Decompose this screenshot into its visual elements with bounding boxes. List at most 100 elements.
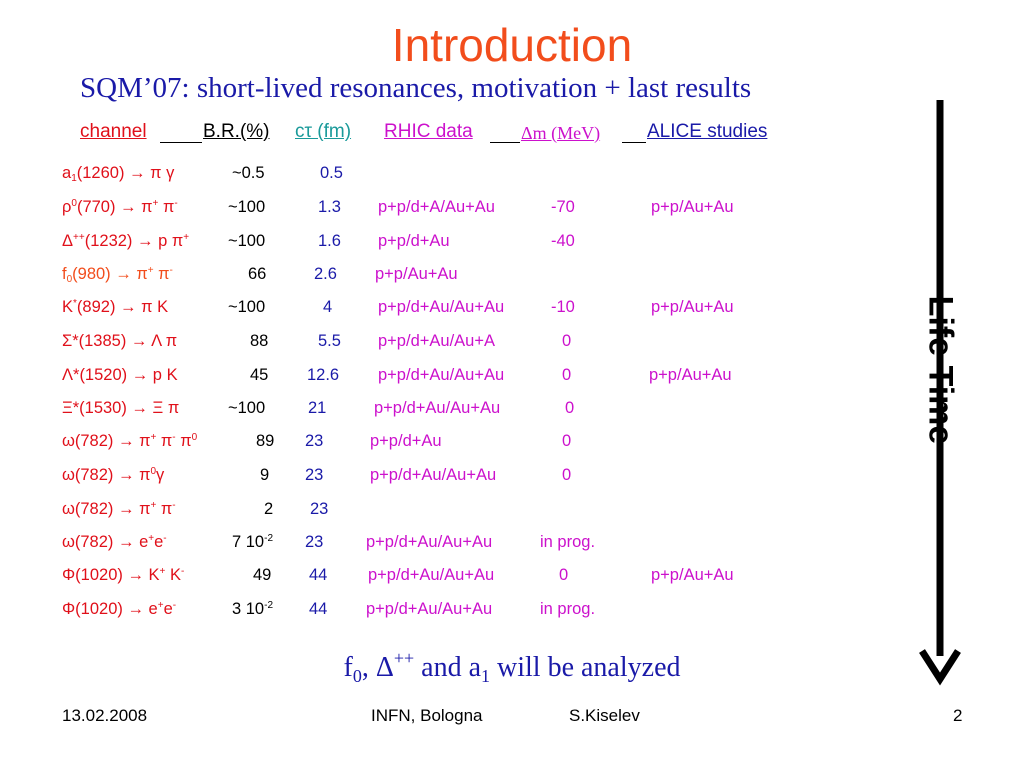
dm-cell: 0 (562, 466, 572, 484)
ctau-cell: 4 (323, 298, 333, 316)
br-cell: 49 (253, 566, 272, 584)
channel-cell: ω(782) → π0γ (62, 466, 165, 484)
channel-cell: ω(782) → π+ π- (62, 500, 176, 518)
alice-cell: p+p/Au+Au (649, 366, 732, 384)
footer-venue: INFN, Bologna (371, 706, 483, 725)
channel-cell: Δ++(1232) → p π+ (62, 232, 190, 250)
rhic-cell: p+p/d+A/Au+Au (378, 198, 495, 216)
conclusion-subscript: 0 (352, 666, 362, 686)
channel-cell: Φ(1020) → e+e- (62, 600, 177, 618)
rhic-cell: p+p/d+Au/Au+A (378, 332, 495, 350)
ctau-cell: 23 (305, 533, 324, 551)
rhic-cell: p+p/d+Au/Au+Au (368, 566, 495, 584)
br-mantissa: 7 10 (232, 533, 265, 551)
ctau-cell: 44 (309, 566, 328, 584)
br-exponent: -2 (264, 600, 274, 611)
alice-cell: p+p/Au+Au (651, 198, 734, 216)
dm-cell: 0 (562, 366, 572, 384)
table-row: ω(782) → π+ π- 2 23 (0, 500, 900, 524)
rhic-cell: p+p/Au+Au (375, 265, 458, 283)
channel-cell: ρ0(770) → π+ π- (62, 198, 178, 216)
conclusion-part: and a (414, 652, 482, 683)
br-cell: ~100 (228, 232, 266, 250)
br-cell: ~100 (228, 298, 266, 316)
conclusion-text: f0, Δ++ and a1 will be analyzed (0, 649, 1024, 686)
ctau-cell: 2.6 (314, 265, 337, 283)
br-cell: 9 (260, 466, 270, 484)
br-exponent: -2 (264, 533, 274, 544)
channel-cell: Σ*(1385) → Λ π (62, 332, 178, 350)
channel-cell: Ξ*(1530) → Ξ π (62, 399, 180, 417)
slide-subtitle: SQM’07: short-lived resonances, motivati… (80, 72, 752, 104)
dm-cell: -10 (551, 298, 575, 316)
rhic-cell: p+p/d+Au (370, 432, 442, 450)
channel-cell: Λ*(1520) → p K (62, 366, 178, 384)
table-row: Λ*(1520) → p K 45 12.6 p+p/d+Au/Au+Au 0 … (0, 366, 900, 390)
table-row: f0(980) → π+ π- 66 2.6 p+p/Au+Au (0, 265, 900, 289)
ctau-cell: 21 (308, 399, 327, 417)
ctau-cell: 12.6 (307, 366, 340, 384)
br-cell: 89 (256, 432, 275, 450)
alice-cell: p+p/Au+Au (651, 566, 734, 584)
br-mantissa: 3 10 (232, 600, 265, 618)
channel-cell: a1(1260) → π γ (62, 164, 175, 184)
table-row: ρ0(770) → π+ π- ~100 1.3 p+p/d+A/Au+Au -… (0, 198, 900, 222)
channel-cell: K*(892) → π K (62, 298, 169, 316)
conclusion-part: will be analyzed (490, 652, 681, 683)
header-gap (160, 121, 202, 143)
rhic-cell: p+p/d+Au/Au+Au (370, 466, 497, 484)
header-gap (490, 121, 520, 143)
header-channel: channel (80, 121, 147, 142)
header-br: B.R.(%) (203, 121, 270, 142)
footer-page-number: 2 (953, 706, 963, 725)
header-alice: ALICE studies (647, 121, 768, 142)
header-gap (622, 121, 646, 143)
ctau-cell: 44 (309, 600, 328, 618)
dm-cell: 0 (562, 332, 572, 350)
lifetime-arrow-icon (919, 100, 961, 686)
table-row: Σ*(1385) → Λ π 88 5.5 p+p/d+Au/Au+A 0 (0, 332, 900, 356)
dm-cell: in prog. (540, 533, 596, 551)
br-cell: 7 10-2 (232, 533, 273, 552)
rhic-cell: p+p/d+Au/Au+Au (378, 366, 505, 384)
br-cell: 66 (248, 265, 267, 283)
dm-cell: -40 (551, 232, 575, 250)
ctau-cell: 23 (305, 466, 324, 484)
table-row: Φ(1020) → e+e- 3 10-2 44 p+p/d+Au/Au+Au … (0, 600, 900, 624)
rhic-cell: p+p/d+Au/Au+Au (366, 600, 493, 618)
dm-cell: -70 (551, 198, 575, 216)
table-row: Ξ*(1530) → Ξ π ~100 21 p+p/d+Au/Au+Au 0 (0, 399, 900, 423)
dm-cell: in prog. (540, 600, 596, 618)
dm-cell: 0 (559, 566, 569, 584)
ctau-cell: 23 (305, 432, 324, 450)
br-cell: ~100 (228, 399, 266, 417)
ctau-cell: 1.6 (318, 232, 341, 250)
br-cell: 3 10-2 (232, 600, 273, 619)
dm-cell: 0 (565, 399, 575, 417)
br-cell: 2 (264, 500, 274, 518)
table-row: ω(782) → π0γ 9 23 p+p/d+Au/Au+Au 0 (0, 466, 900, 490)
channel-cell: f0(980) → π+ π- (62, 265, 173, 285)
lifetime-label-wrap: Life Time (915, 270, 965, 470)
rhic-cell: p+p/d+Au (378, 232, 450, 250)
footer-author: S.Kiselev (569, 706, 640, 725)
channel-cell: Φ(1020) → K+ K- (62, 566, 185, 584)
ctau-cell: 1.3 (318, 198, 341, 216)
table-row: ω(782) → π+ π- π0 89 23 p+p/d+Au 0 (0, 432, 900, 456)
alice-cell: p+p/Au+Au (651, 298, 734, 316)
channel-cell: ω(782) → e+e- (62, 533, 167, 551)
table-row: ω(782) → e+e- 7 10-2 23 p+p/d+Au/Au+Au i… (0, 533, 900, 557)
rhic-cell: p+p/d+Au/Au+Au (374, 399, 501, 417)
header-dm: Δm (MeV) (521, 123, 601, 143)
table-row: Δ++(1232) → p π+ ~100 1.6 p+p/d+Au -40 (0, 232, 900, 256)
rhic-cell: p+p/d+Au/Au+Au (366, 533, 493, 551)
ctau-cell: 5.5 (318, 332, 341, 350)
ctau-cell: 0.5 (320, 164, 343, 182)
dm-cell: 0 (562, 432, 572, 450)
conclusion-part: , Δ (361, 652, 394, 683)
table-row: a1(1260) → π γ ~0.5 0.5 (0, 164, 900, 188)
ctau-cell: 23 (310, 500, 329, 518)
br-cell: 45 (250, 366, 269, 384)
br-cell: ~0.5 (232, 164, 265, 182)
conclusion-subscript: 1 (481, 666, 491, 686)
